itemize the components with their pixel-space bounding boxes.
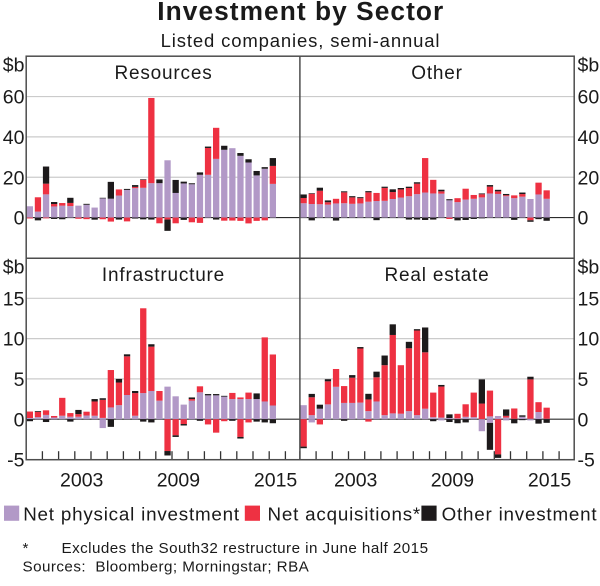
svg-text:Other investment: Other investment: [442, 503, 598, 524]
svg-text:Net acquisitions*: Net acquisitions*: [268, 503, 422, 524]
svg-text:10: 10: [578, 329, 600, 351]
svg-text:15: 15: [3, 288, 25, 310]
svg-text:-5: -5: [7, 450, 24, 472]
svg-text:$b: $b: [3, 257, 25, 279]
svg-text:$b: $b: [578, 257, 600, 279]
svg-text:0: 0: [578, 409, 589, 431]
svg-text:40: 40: [3, 127, 25, 149]
svg-text:Other: Other: [411, 63, 463, 84]
svg-text:Investment by Sector: Investment by Sector: [157, 0, 444, 26]
svg-text:0: 0: [578, 208, 589, 230]
svg-text:60: 60: [578, 87, 600, 109]
svg-text:60: 60: [3, 87, 25, 109]
svg-text:2003: 2003: [60, 469, 103, 491]
svg-text:5: 5: [578, 369, 589, 391]
svg-text:Listed companies, semi-annual: Listed companies, semi-annual: [161, 30, 441, 51]
svg-text:Resources: Resources: [114, 63, 212, 84]
svg-text:2009: 2009: [431, 469, 474, 491]
svg-text:20: 20: [578, 167, 600, 189]
svg-text:*: *: [23, 540, 29, 557]
svg-text:Net physical investment: Net physical investment: [23, 503, 240, 524]
svg-text:$b: $b: [578, 55, 600, 77]
svg-text:Infrastructure: Infrastructure: [102, 265, 225, 286]
svg-text:0: 0: [14, 409, 25, 431]
svg-text:5: 5: [14, 369, 25, 391]
svg-text:Excludes the South32 restructu: Excludes the South32 restructure in June…: [62, 540, 429, 557]
svg-text:2015: 2015: [254, 469, 298, 491]
svg-text:2009: 2009: [157, 469, 200, 491]
svg-text:Sources: Bloomberg; Morningst: Sources: Bloomberg; Morningstar; RBA: [23, 559, 310, 576]
svg-text:20: 20: [3, 167, 25, 189]
svg-text:2015: 2015: [528, 469, 572, 491]
svg-text:Real estate: Real estate: [385, 265, 490, 286]
svg-text:10: 10: [3, 329, 25, 351]
svg-text:40: 40: [578, 127, 600, 149]
svg-text:2003: 2003: [334, 469, 377, 491]
svg-text:$b: $b: [3, 55, 25, 77]
svg-text:0: 0: [14, 208, 25, 230]
svg-text:15: 15: [578, 288, 600, 310]
svg-text:-5: -5: [578, 450, 595, 472]
